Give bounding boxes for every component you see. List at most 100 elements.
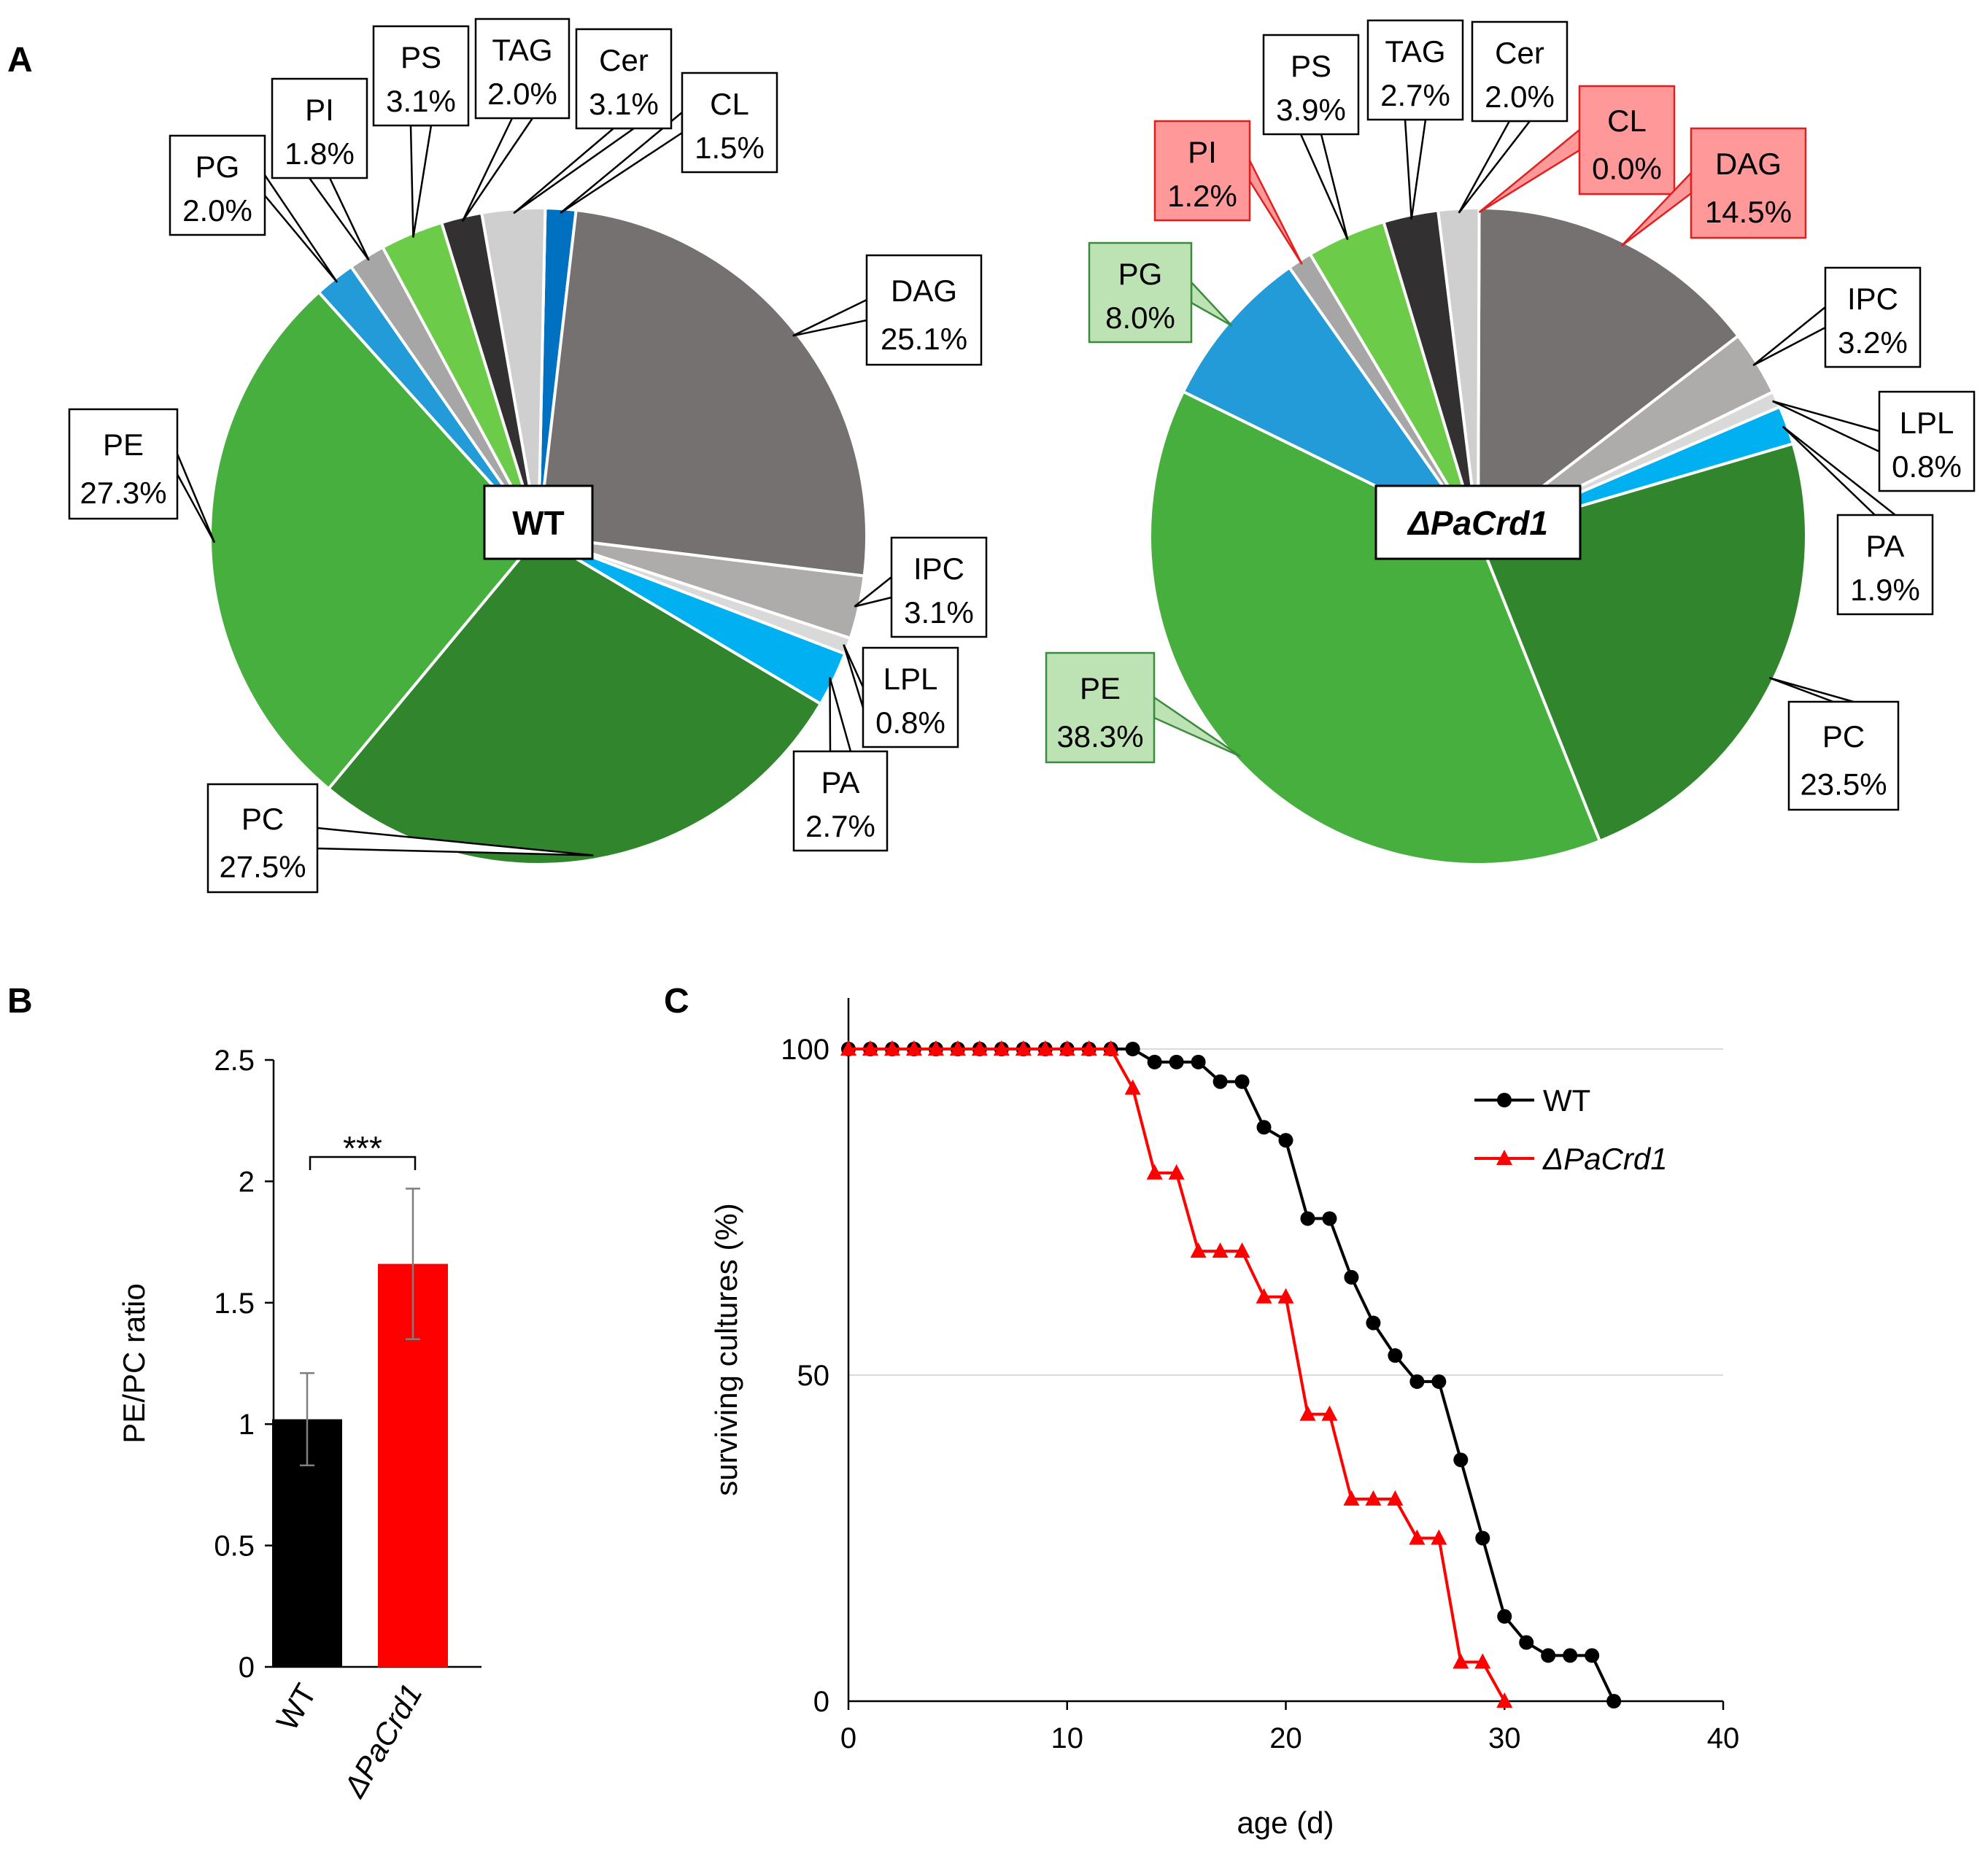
pie-mutant-label-ps: PS	[1291, 49, 1331, 83]
pie-mutant-callout-tag: TAG 2.7%	[1366, 19, 1464, 220]
data-point-wt	[1541, 1648, 1556, 1663]
pie-mutant-label-pi: PI	[1188, 135, 1217, 169]
pie-wt-callout-box-pi	[271, 77, 368, 179]
pie-wt-callout-pointer-dag	[792, 298, 868, 337]
pie-mutant-callout-pointer-pi	[1248, 160, 1303, 265]
pie-wt-value-pg: 2.0%	[182, 193, 252, 228]
pie-wt-value-pa: 2.7%	[805, 809, 875, 843]
error-bar-pacrd1	[406, 1188, 420, 1340]
pie-mutant-callout-box-pe	[1045, 651, 1156, 764]
pie-wt-value-tag: 2.0%	[487, 77, 557, 111]
legend-label-wt: WT	[1543, 1083, 1590, 1118]
data-point-pacrd1	[1277, 1288, 1294, 1304]
pie-mutant-label-pg: PG	[1118, 257, 1163, 291]
bar-y-tick-label: 0	[239, 1652, 255, 1684]
bar-y-tick-label: 0.5	[214, 1530, 255, 1563]
pie-mutant-value-pc: 23.5%	[1800, 767, 1887, 801]
line-x-tick-label: 40	[1707, 1722, 1740, 1754]
pie-mutant-value-pi: 1.2%	[1167, 179, 1237, 213]
data-point-pacrd1	[883, 1040, 900, 1056]
pie-mutant-callout-box-cer	[1471, 20, 1569, 123]
legend-marker-wt	[1497, 1093, 1512, 1107]
significance-stars: ***	[343, 1129, 382, 1167]
pie-mutant-callout-box-tag	[1366, 19, 1464, 121]
pie-wt-callout-box-pa	[792, 750, 889, 852]
bar-y-tick-label: 1	[239, 1409, 255, 1441]
pie-mutant-value-cer: 2.0%	[1485, 80, 1555, 114]
pie-mutant-callout-lpl: LPL 0.8%	[1772, 390, 1976, 492]
pie-mutant-callout-dag: DAG 14.5%	[1620, 127, 1807, 247]
pie-wt-value-cer: 3.1%	[589, 87, 659, 121]
data-point-pacrd1	[862, 1040, 878, 1056]
bar-x-labels: WT ΔPaCrd1	[269, 1678, 428, 1803]
legend-marker-pacrd1	[1496, 1150, 1512, 1165]
pie-wt-label-ps: PS	[401, 40, 441, 74]
pie-mutant-callout-pi: PI 1.2%	[1153, 120, 1303, 265]
pie-mutant-callout-cl: CL 0.0%	[1478, 85, 1676, 214]
data-point-pacrd1	[949, 1040, 966, 1056]
pie-wt-callout-pi: PI 1.8%	[271, 77, 370, 261]
data-point-wt	[1497, 1609, 1512, 1624]
data-point-pacrd1	[1409, 1529, 1426, 1545]
data-point-pacrd1	[1256, 1288, 1272, 1304]
panel-letter-b: B	[7, 982, 33, 1021]
line-y-axis-title: surviving cultures (%)	[709, 1203, 743, 1495]
pie-wt-slice-pc	[326, 534, 823, 866]
pie-wt-callout-cl: CL 1.5%	[560, 71, 778, 214]
data-point-pacrd1	[1059, 1040, 1075, 1056]
data-point-pacrd1	[1146, 1164, 1163, 1180]
bar-y-ticks: 0 0.5 1 1.5 2 2.5	[214, 1045, 274, 1684]
panel-letter-c: C	[664, 982, 689, 1021]
data-point-pacrd1	[1168, 1164, 1185, 1180]
pie-wt-callout-pointer-lpl	[843, 644, 865, 708]
pie-chart-wt: CL 1.5% DAG 25.1% IPC 3.1% LPL 0.8% PA 2.7% PC 27.5…	[68, 18, 988, 894]
pie-wt-callout-box-cer	[575, 28, 673, 130]
bar-bars	[272, 1188, 448, 1667]
data-point-pacrd1	[1299, 1405, 1316, 1421]
pie-wt-callout-pc: PC 27.5%	[206, 783, 594, 894]
pie-wt-callouts: CL 1.5% DAG 25.1% IPC 3.1% LPL 0.8% PA 2.7% PC 27.5…	[68, 18, 988, 894]
pie-wt-value-lpl: 0.8%	[875, 705, 945, 740]
pie-mutant-label-tag: TAG	[1385, 34, 1445, 69]
pie-wt-callout-pe: PE 27.3%	[68, 408, 216, 543]
pie-mutant-callout-box-pc	[1787, 700, 1900, 811]
pie-wt-callout-box-pc	[206, 783, 319, 894]
pie-wt-callout-box-ipc	[890, 536, 988, 638]
pie-wt-title: WT	[512, 504, 565, 542]
data-point-wt	[1278, 1133, 1293, 1148]
pie-wt-callout-box-ps	[372, 25, 470, 127]
pie-wt-label-cer: Cer	[599, 43, 649, 77]
data-point-pacrd1	[927, 1040, 944, 1056]
pie-wt-slice-cer	[479, 206, 547, 537]
pie-mutant-callout-box-cl	[1578, 85, 1676, 196]
pie-wt-callout-dag: DAG 25.1%	[792, 254, 983, 366]
data-point-pacrd1	[1080, 1040, 1097, 1056]
pie-mutant-label-cl: CL	[1607, 104, 1647, 138]
data-point-pacrd1	[1234, 1242, 1250, 1258]
pie-mutant-callout-box-pa	[1836, 514, 1934, 616]
pie-mutant-callout-pointer-cl	[1478, 128, 1581, 214]
pie-mutant-value-pe: 38.3%	[1056, 719, 1143, 754]
pie-wt-value-cl: 1.5%	[695, 131, 765, 165]
data-point-pacrd1	[971, 1040, 988, 1056]
pie-wt-callout-lpl: LPL 0.8%	[843, 644, 959, 748]
data-point-wt	[1388, 1348, 1403, 1363]
pie-mutant-label-cer: Cer	[1495, 36, 1544, 70]
data-point-wt	[1409, 1374, 1425, 1389]
pie-wt-value-pe: 27.3%	[80, 476, 166, 510]
data-point-wt	[1234, 1074, 1250, 1089]
data-point-wt	[1606, 1694, 1622, 1708]
data-point-pacrd1	[1015, 1040, 1032, 1056]
line-x-tick-label: 10	[1051, 1722, 1084, 1754]
data-point-wt	[1453, 1452, 1469, 1468]
bar-y-axis-title: PE/PC ratio	[117, 1283, 151, 1443]
pie-mutant-callout-box-dag	[1690, 127, 1807, 239]
pie-wt-callout-box-pe	[68, 408, 179, 520]
data-point-pacrd1	[993, 1040, 1010, 1056]
pie-mutant-title: ΔPaCrd1	[1407, 504, 1548, 542]
data-point-pacrd1	[1496, 1692, 1513, 1708]
pie-wt-slice-pe	[209, 290, 541, 791]
pie-mutant-center-box: ΔPaCrd1	[1374, 484, 1582, 560]
pie-mutant-callout-cer: Cer 2.0%	[1458, 20, 1569, 214]
line-y-tick-label: 100	[781, 1034, 829, 1066]
